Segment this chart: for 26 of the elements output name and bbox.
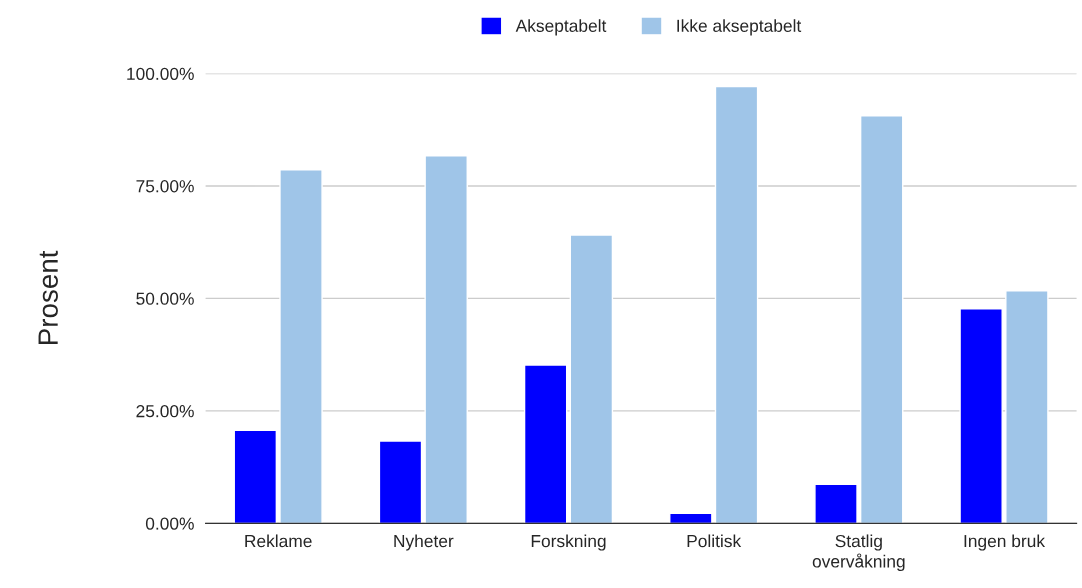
x-tick-label: Politisk — [687, 534, 742, 548]
x-tick-label: Ingen bruk — [964, 534, 1046, 551]
bar — [669, 512, 713, 524]
x-tick-label: Reklame — [245, 534, 312, 548]
y-tick-label: 50.00% — [136, 292, 194, 305]
bar — [959, 308, 1003, 524]
bar — [569, 234, 614, 524]
bar — [814, 483, 858, 524]
x-tick-label: Forskning — [531, 534, 606, 551]
bar — [279, 169, 323, 524]
x-tick-label: Nyheter — [394, 534, 454, 551]
bar — [523, 364, 568, 524]
y-tick-label: 100.00% — [127, 67, 194, 80]
bar — [424, 155, 468, 524]
y-tick-label: 25.00% — [136, 405, 194, 418]
legend-label: Akseptabelt — [515, 19, 607, 36]
bar — [859, 115, 904, 524]
bar — [378, 440, 423, 524]
y-tick-label: 0.00% — [145, 517, 194, 530]
y-axis-title: Prosent — [38, 250, 58, 344]
legend-label: Ikke akseptabelt — [677, 19, 802, 36]
bar — [714, 85, 759, 524]
bar — [1005, 290, 1049, 524]
bar — [233, 429, 278, 524]
x-tick-label: Statlig overvåkning — [812, 534, 905, 572]
y-tick-label: 75.00% — [136, 180, 194, 193]
